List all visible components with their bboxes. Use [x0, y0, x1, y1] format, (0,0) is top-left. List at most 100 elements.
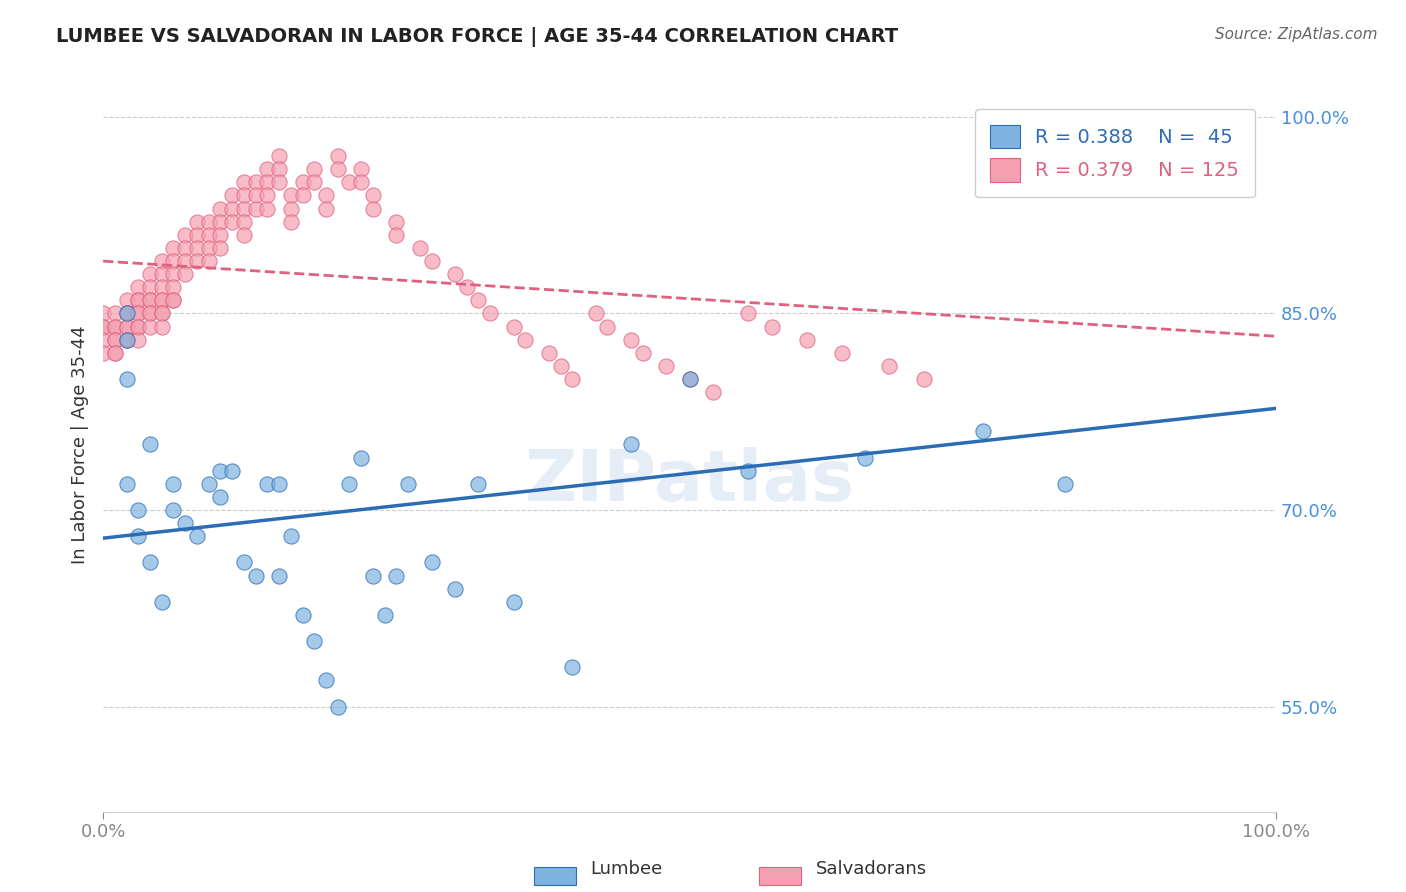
Point	[162, 503, 184, 517]
Point	[127, 333, 149, 347]
Point	[115, 293, 138, 308]
Point	[115, 333, 138, 347]
Point	[280, 188, 302, 202]
Point	[315, 202, 337, 216]
Text: Salvadorans: Salvadorans	[815, 860, 927, 878]
Point	[256, 188, 278, 202]
Point	[678, 372, 700, 386]
Point	[502, 595, 524, 609]
Point	[585, 306, 607, 320]
Point	[444, 582, 467, 596]
Point	[221, 188, 243, 202]
Point	[467, 476, 489, 491]
Point	[91, 306, 114, 320]
Point	[162, 280, 184, 294]
Point	[678, 372, 700, 386]
Point	[737, 464, 759, 478]
Point	[315, 188, 337, 202]
Point	[302, 162, 325, 177]
Point	[350, 450, 373, 465]
Point	[139, 293, 162, 308]
Point	[385, 568, 408, 582]
Point	[162, 293, 184, 308]
Point	[420, 254, 443, 268]
Point	[267, 175, 290, 189]
Point	[409, 241, 432, 255]
Point	[150, 306, 173, 320]
Point	[831, 345, 853, 359]
Point	[104, 345, 127, 359]
Point	[115, 319, 138, 334]
Point	[104, 333, 127, 347]
Point	[655, 359, 678, 373]
Point	[127, 280, 149, 294]
Point	[127, 529, 149, 543]
Point	[139, 556, 162, 570]
Point	[702, 385, 724, 400]
Point	[912, 372, 935, 386]
Point	[104, 319, 127, 334]
Point	[232, 202, 254, 216]
Point	[326, 162, 349, 177]
Point	[502, 319, 524, 334]
Point	[256, 202, 278, 216]
Point	[761, 319, 783, 334]
Point	[267, 149, 290, 163]
Point	[209, 202, 232, 216]
Point	[620, 437, 643, 451]
Point	[232, 175, 254, 189]
Point	[291, 607, 314, 622]
Point	[877, 359, 900, 373]
Point	[186, 254, 208, 268]
Point	[467, 293, 489, 308]
Point	[174, 267, 197, 281]
Point	[561, 372, 583, 386]
Point	[631, 345, 654, 359]
Point	[115, 306, 138, 320]
Y-axis label: In Labor Force | Age 35-44: In Labor Force | Age 35-44	[72, 326, 89, 564]
Point	[232, 556, 254, 570]
Point	[104, 319, 127, 334]
Point	[972, 425, 994, 439]
Point	[385, 227, 408, 242]
Point	[245, 175, 267, 189]
Point	[127, 293, 149, 308]
Point	[302, 175, 325, 189]
Point	[350, 175, 373, 189]
Point	[127, 319, 149, 334]
Point	[537, 345, 560, 359]
Point	[91, 319, 114, 334]
Point	[245, 202, 267, 216]
Point	[115, 333, 138, 347]
Point	[139, 267, 162, 281]
Point	[174, 227, 197, 242]
Point	[326, 149, 349, 163]
Point	[139, 293, 162, 308]
Point	[209, 214, 232, 228]
Point	[339, 175, 361, 189]
Point	[127, 503, 149, 517]
Point	[245, 568, 267, 582]
Point	[115, 306, 138, 320]
Point	[197, 227, 219, 242]
Point	[456, 280, 478, 294]
Point	[139, 319, 162, 334]
Point	[302, 634, 325, 648]
Point	[162, 241, 184, 255]
Point	[221, 202, 243, 216]
Point	[127, 293, 149, 308]
Point	[221, 464, 243, 478]
Point	[291, 188, 314, 202]
Point	[91, 333, 114, 347]
Point	[267, 568, 290, 582]
Point	[150, 595, 173, 609]
Point	[232, 214, 254, 228]
Point	[115, 306, 138, 320]
Point	[267, 162, 290, 177]
Point	[174, 516, 197, 530]
Point	[561, 660, 583, 674]
Point	[197, 214, 219, 228]
Point	[209, 241, 232, 255]
Point	[221, 214, 243, 228]
Point	[150, 254, 173, 268]
